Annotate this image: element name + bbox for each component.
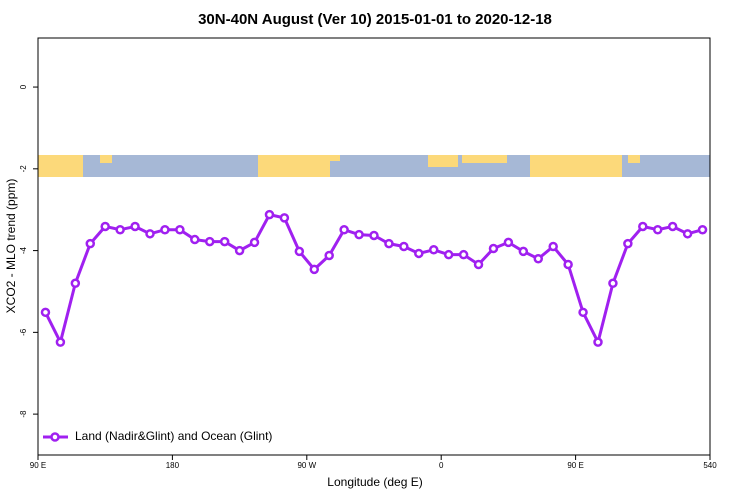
x-tick-label: 180 — [166, 461, 180, 470]
data-point — [428, 245, 439, 255]
data-point — [369, 230, 379, 241]
legend-marker — [50, 432, 60, 442]
data-point — [115, 224, 125, 235]
data-point — [548, 241, 558, 252]
data-point — [593, 337, 603, 347]
data-point — [339, 224, 349, 235]
data-point — [638, 221, 648, 232]
plot-frame — [37, 37, 711, 456]
data-point — [175, 224, 185, 235]
data-point — [130, 221, 140, 232]
y-axis-label: XCO2 - MLO trend (ppm) — [4, 179, 18, 314]
y-tick-label: -2 — [19, 165, 28, 173]
data-point — [503, 237, 514, 248]
data-point — [204, 236, 215, 247]
data-point — [190, 234, 200, 245]
data-point — [623, 238, 633, 249]
x-tick-label: 0 — [439, 461, 444, 470]
data-point — [652, 224, 663, 235]
data-point — [324, 250, 334, 261]
data-point — [55, 337, 66, 347]
data-point — [40, 307, 51, 318]
data-point — [533, 254, 544, 264]
data-point — [85, 238, 96, 249]
data-point — [458, 249, 469, 260]
data-point — [70, 278, 81, 289]
data-point — [608, 278, 618, 289]
data-point — [488, 243, 499, 254]
data-point — [234, 245, 245, 256]
data-point — [399, 241, 409, 252]
data-point — [279, 213, 290, 223]
chart-title: 30N-40N August (Ver 10) 2015-01-01 to 20… — [198, 11, 552, 28]
x-tick-label: 90 E — [567, 461, 583, 470]
y-tick-label: 0 — [19, 84, 28, 89]
data-point — [264, 209, 275, 220]
y-tick-label: -8 — [19, 410, 28, 418]
data-point — [414, 248, 424, 259]
x-axis-label: Longitude (deg E) — [327, 475, 422, 489]
y-tick-label: -4 — [19, 246, 28, 254]
land-ocean-strip — [38, 155, 710, 177]
data-point — [145, 229, 155, 239]
y-tick-label: -6 — [19, 328, 28, 336]
x-tick-label: 540 — [703, 461, 717, 470]
data-point — [697, 224, 708, 235]
data-point — [384, 238, 394, 249]
data-point — [578, 307, 588, 318]
x-tick-label: 90 W — [297, 461, 316, 470]
data-point — [518, 246, 529, 257]
data-point — [219, 236, 230, 247]
data-point — [682, 229, 693, 239]
data-point — [667, 221, 678, 232]
data-point — [249, 237, 260, 248]
data-point — [473, 259, 484, 270]
legend-label: Land (Nadir&Glint) and Ocean (Glint) — [75, 429, 272, 443]
x-tick-label: 90 E — [30, 461, 46, 470]
data-point — [100, 221, 110, 232]
data-point — [443, 249, 454, 260]
data-point — [309, 264, 320, 275]
data-point — [563, 259, 573, 270]
data-point — [354, 229, 364, 240]
data-point — [160, 224, 170, 235]
data-point — [294, 246, 305, 257]
